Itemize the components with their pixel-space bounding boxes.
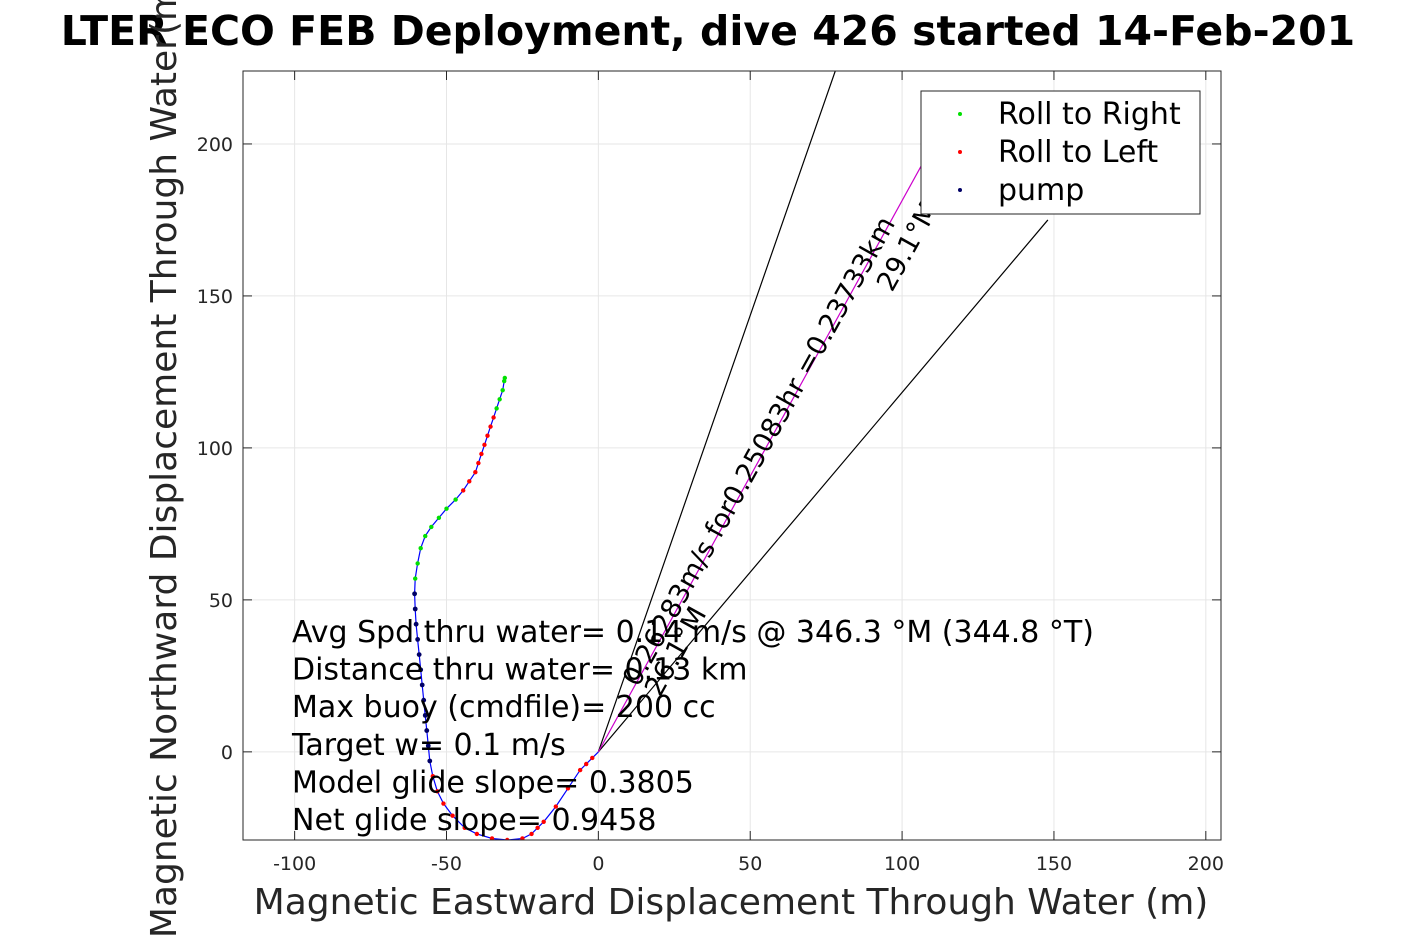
roll-left-point	[485, 433, 490, 438]
roll-right-point	[413, 576, 418, 581]
roll-right-point	[453, 497, 458, 502]
stat-line: Model glide slope= 0.3805	[292, 765, 694, 800]
y-tick-label: 150	[197, 286, 233, 308]
stats-block: Avg Spd thru water= 0.14 m/s @ 346.3 °M …	[291, 615, 1094, 838]
legend-label: Roll to Left	[998, 135, 1158, 170]
roll-left-point	[565, 786, 571, 791]
roll-left-point	[467, 479, 472, 484]
roll-left-point	[520, 836, 525, 840]
stat-line: Distance thru water= 0.13 km	[292, 653, 747, 688]
pump-point	[412, 591, 418, 597]
roll-right-point	[436, 515, 442, 521]
axis-ticks: -100 -50 0 50 100 150 200 0 50 100 150 200	[197, 71, 1224, 875]
heading-lines	[597, 71, 1049, 753]
plot-frame	[242, 70, 1222, 841]
pump-point	[425, 743, 431, 749]
roll-right-point	[500, 387, 505, 393]
roll-left-point	[476, 460, 481, 466]
roll-left-point	[482, 442, 487, 448]
x-tick-label: 0	[592, 853, 604, 875]
legend-marker	[958, 150, 962, 154]
pump-point	[421, 697, 427, 703]
roll-left-point	[479, 451, 484, 457]
roll-left-point	[462, 825, 467, 831]
roll-right-point	[494, 406, 499, 411]
track-points	[412, 375, 595, 840]
y-tick-label: 50	[209, 590, 233, 612]
roll-left-point	[450, 813, 455, 818]
heading-line-predicted	[597, 101, 958, 753]
stat-line: Max buoy (cmdfile)= 200 cc	[292, 690, 716, 725]
roll-left-point	[430, 773, 436, 779]
roll-left-point	[489, 836, 495, 840]
roll-right-point	[418, 546, 423, 551]
stat-line: Avg Spd thru water= 0.14 m/s @ 346.3 °M …	[292, 615, 1094, 650]
x-tick-label: 200	[1188, 853, 1224, 875]
pump-point	[412, 606, 418, 612]
roll-left-point	[441, 801, 446, 806]
y-tick-label: 100	[197, 438, 233, 460]
pump-point	[415, 636, 421, 642]
roll-left-point	[491, 415, 496, 420]
y-axis-label: Magnetic Northward Displacement Through …	[144, 0, 185, 938]
legend-label: pump	[998, 173, 1084, 208]
roll-left-point	[529, 831, 534, 837]
x-tick-label: -100	[273, 853, 316, 875]
roll-left-point	[473, 470, 478, 475]
roll-left-point	[505, 837, 510, 840]
roll-right-point	[444, 506, 449, 511]
x-tick-label: 50	[738, 853, 762, 875]
pump-point	[418, 667, 424, 673]
roll-right-point	[415, 561, 420, 566]
y-tick-label: 200	[197, 134, 233, 156]
grid-lines	[243, 71, 1221, 840]
stat-line: Net glide slope= 0.9458	[292, 803, 656, 838]
roll-right-point	[497, 397, 502, 402]
roll-left-point	[584, 761, 589, 767]
roll-left-point	[590, 755, 595, 761]
y-tick-label: 0	[221, 742, 233, 764]
legend-marker	[958, 112, 962, 116]
x-tick-label: 150	[1036, 853, 1072, 875]
legend-box	[920, 90, 1201, 215]
pump-point	[424, 728, 430, 733]
roll-left-point	[541, 819, 546, 824]
pump-point	[419, 682, 425, 688]
legend-marker	[958, 188, 962, 192]
pump-point	[427, 758, 433, 764]
track-line	[413, 377, 599, 840]
dive-track	[413, 377, 599, 840]
heading-line-net	[597, 71, 836, 753]
roll-left-point	[553, 804, 559, 809]
legend-label: Roll to Right	[998, 97, 1181, 132]
x-tick-label: 100	[884, 853, 920, 875]
x-axis-label: Magnetic Eastward Displacement Through W…	[254, 882, 1209, 923]
roll-left-point	[535, 825, 540, 831]
x-tick-label: -50	[431, 853, 462, 875]
pump-point	[413, 621, 419, 627]
heading-line-net-2	[597, 219, 1049, 753]
roll-left-point	[474, 831, 480, 837]
stat-line: Target w= 0.1 m/s	[291, 728, 566, 763]
roll-right-point	[429, 524, 434, 530]
roll-left-point	[461, 488, 466, 493]
pump-point	[416, 652, 422, 657]
roll-right-point	[423, 533, 428, 539]
roll-left-point	[435, 789, 440, 794]
pump-point	[422, 712, 428, 718]
roll-left-point	[577, 767, 583, 773]
roll-right-point	[502, 375, 508, 381]
chart-title: LTER ECO FEB Deployment, dive 426 starte…	[61, 7, 1355, 55]
roll-left-point	[488, 424, 493, 429]
